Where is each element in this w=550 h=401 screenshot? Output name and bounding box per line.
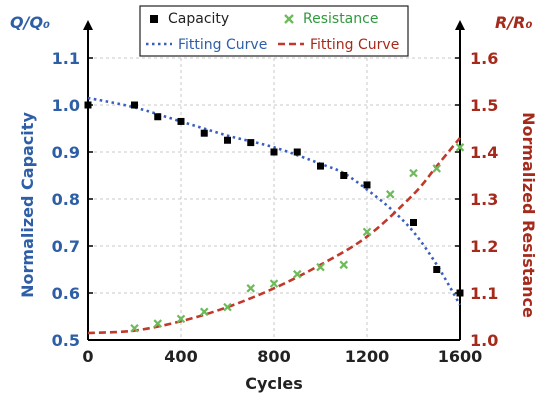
y-right-tick-label: 1.5 [470, 96, 498, 115]
y-right-tick-label: 1.2 [470, 237, 498, 256]
resistance-point [246, 284, 256, 293]
capacity-point [317, 162, 324, 170]
y-left-tick-label: 1.0 [52, 96, 80, 115]
resistance-point [153, 319, 163, 328]
capacity-point [247, 139, 255, 147]
tick-labels: 0 400 800 1200 1600 0.5 0.6 0.7 0.8 0.9 1.0 1.1 1.0 1… [52, 49, 499, 366]
y-left-tick-label: 1.1 [52, 49, 80, 68]
resistance-point [409, 168, 418, 178]
resistance-fitting-curve [87, 137, 462, 335]
capacity-point [340, 172, 348, 179]
fitting-curves [87, 96, 462, 335]
resistance-point [316, 262, 325, 272]
y-axis-right-unit: R/R₀ [495, 13, 533, 32]
legend-capacity-fit-label: Fitting Curve [178, 37, 267, 53]
y-axis-left-unit: Q/Q₀ [10, 13, 50, 32]
capacity-point [224, 136, 231, 144]
x-tick-label: 1200 [345, 347, 390, 366]
resistance-point [455, 143, 465, 152]
x-tick-label: 400 [164, 347, 197, 366]
legend-capacity-label: Capacity [168, 11, 229, 27]
capacity-point [293, 148, 301, 156]
capacity-point [154, 113, 162, 121]
resistance-point [269, 279, 279, 288]
y-right-tick-label: 1.4 [470, 143, 498, 162]
capacity-point [177, 117, 185, 125]
resistance-point [199, 307, 209, 317]
x-axis-label: Cycles [245, 374, 303, 393]
capacity-point [433, 266, 441, 273]
resistance-point [176, 314, 186, 324]
capacity-point [84, 101, 92, 109]
resistance-point [385, 190, 395, 199]
capacity-point [410, 219, 417, 226]
legend-resistance-label: Resistance [303, 11, 378, 27]
capacity-point [270, 148, 278, 156]
capacity-fitting-curve [87, 96, 462, 306]
legend: Capacity Resistance Fitting Curve Fittin… [139, 5, 409, 57]
y-left-tick-label: 0.5 [52, 331, 80, 350]
legend-resistance-fit-label: Fitting Curve [310, 37, 399, 53]
grid [87, 57, 461, 341]
y-left-tick-label: 0.8 [52, 190, 80, 209]
capacity-point [363, 181, 371, 189]
resistance-point [130, 323, 139, 333]
y-axis-right-arrow [455, 20, 465, 30]
x-tick-label: 0 [82, 347, 93, 366]
capacity-point [200, 129, 208, 137]
resistance-point [223, 302, 232, 312]
y-right-tick-label: 1.6 [470, 49, 498, 68]
y-left-tick-label: 0.6 [52, 284, 80, 303]
y-axis-left-arrow [83, 20, 93, 30]
resistance-point [362, 227, 372, 237]
y-axis-left-label: Normalized Capacity [18, 112, 37, 298]
x-tick-label: 800 [257, 347, 290, 366]
resistance-point [432, 164, 442, 173]
legend-capacity-marker [150, 15, 158, 23]
resistance-point [292, 269, 302, 279]
resistance-point [339, 260, 349, 270]
y-left-tick-label: 0.7 [52, 237, 80, 256]
y-left-tick-label: 0.9 [52, 143, 80, 162]
y-right-tick-label: 1.0 [470, 331, 498, 350]
capacity-point [456, 289, 464, 297]
axes [83, 20, 465, 341]
y-axis-right-label: Normalized Resistance [519, 112, 538, 318]
legend-resistance-marker [284, 14, 294, 24]
data-points [84, 101, 465, 333]
y-right-tick-label: 1.1 [470, 284, 498, 303]
legend-box [139, 5, 409, 57]
y-right-tick-label: 1.3 [470, 190, 498, 209]
x-tick-label: 1600 [438, 347, 483, 366]
capacity-point [131, 101, 138, 109]
